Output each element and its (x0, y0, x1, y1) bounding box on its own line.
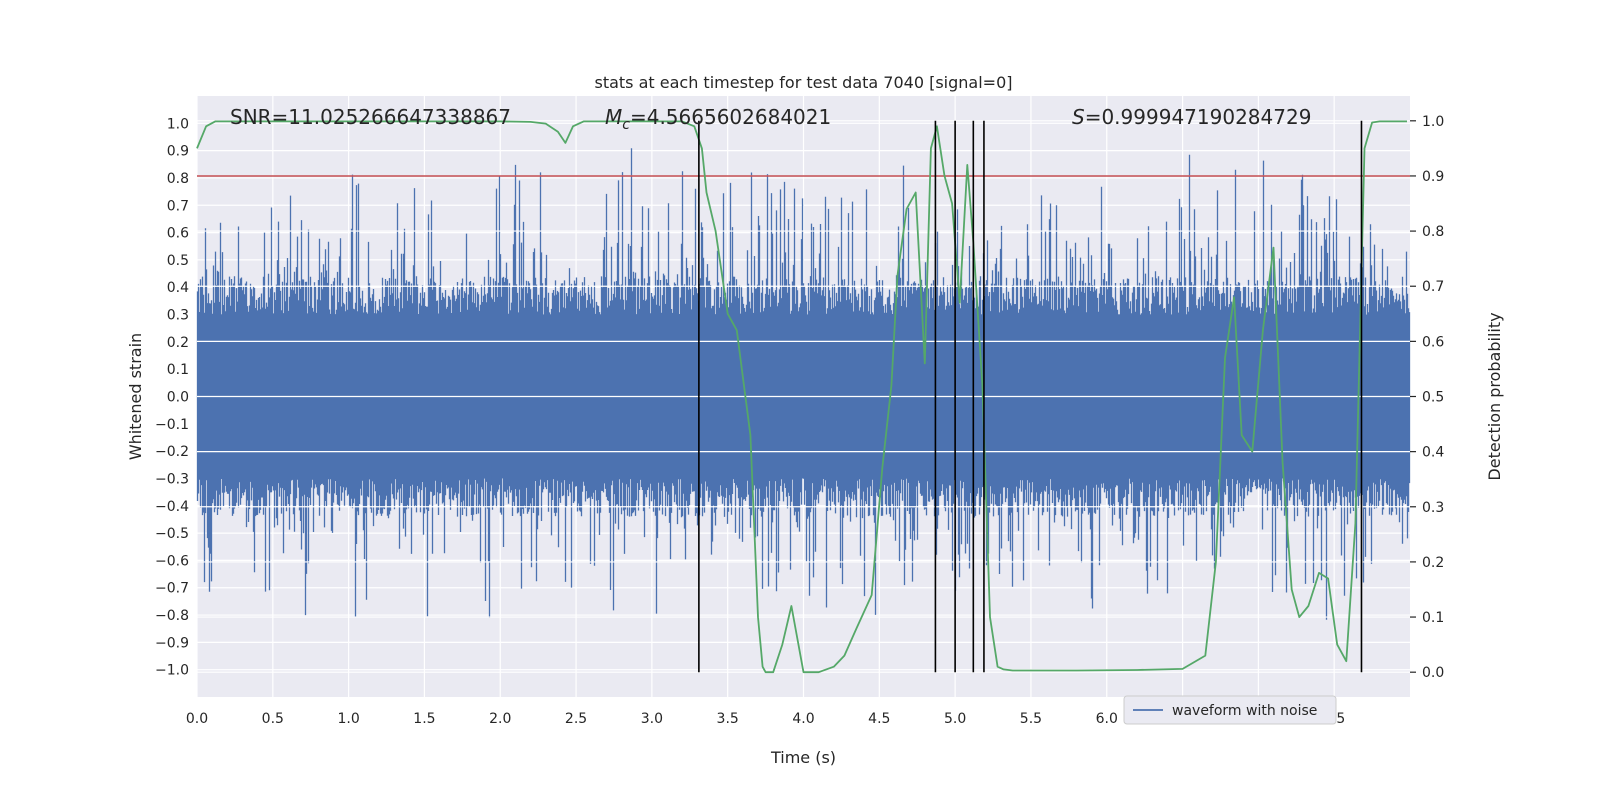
x-tick-label: 2.5 (565, 711, 587, 727)
x-tick-label: 4.0 (792, 711, 814, 727)
x-tick-label: 5.5 (1020, 711, 1042, 727)
y-tick-label: −1.0 (155, 663, 189, 679)
y-tick-label: −0.5 (155, 526, 189, 542)
y-tick-label: 0.5 (167, 253, 189, 269)
y-axis-label: Whitened strain (126, 333, 145, 460)
y2-tick-label: 0.1 (1422, 610, 1444, 626)
y-tick-label: 0.1 (167, 362, 189, 378)
y-tick-label: 0.8 (167, 171, 189, 187)
snr-annotation: SNR=11.025266647338867 (230, 105, 511, 129)
y-tick-label: −0.6 (155, 553, 189, 569)
y-tick-label: −0.8 (155, 608, 189, 624)
y-tick-label: −0.1 (155, 417, 189, 433)
y2-tick-label: 1.0 (1422, 114, 1444, 130)
y-tick-label: 0.9 (167, 144, 189, 160)
x-tick-label: 1.5 (413, 711, 435, 727)
x-tick-label: 4.5 (868, 711, 890, 727)
x-tick-label: 3.5 (717, 711, 739, 727)
y-tick-label: 0.7 (167, 198, 189, 214)
x-tick-label: 6.0 (1096, 711, 1118, 727)
x-tick-label: 2.0 (489, 711, 511, 727)
mc-subscript: c (622, 117, 630, 133)
y2-axis-label: Detection probability (1485, 312, 1504, 480)
x-tick-label: 0.0 (186, 711, 208, 727)
x-tick-label: 1.0 (337, 711, 359, 727)
s-annotation: S=0.999947190284729 (1072, 105, 1311, 129)
x-tick-label: 0.5 (262, 711, 284, 727)
chirp-mass-annotation: Mc=4.5665602684021 (605, 105, 831, 133)
y-axis-ticks: 1.0 0.9 0.8 0.7 0.6 0.5 0.4 0.3 0.2 0.1 0.0 −0.1 −0.… (155, 116, 189, 678)
y2-tick-label: 0.3 (1422, 500, 1444, 516)
y-tick-label: −0.4 (155, 499, 189, 515)
s-value: =0.999947190284729 (1085, 105, 1312, 129)
y-tick-label: −0.7 (155, 581, 189, 597)
detection-probability-line (196, 120, 1407, 674)
y2-tick-label: 0.4 (1422, 445, 1444, 461)
y2-tick-label: 0.2 (1422, 555, 1444, 571)
event-markers (698, 120, 1363, 673)
legend-box (1123, 695, 1337, 725)
y2-tick-label: 0.0 (1422, 665, 1444, 681)
legend: waveform with noise (1123, 695, 1337, 725)
y2-tick-label: 0.7 (1422, 279, 1444, 295)
y2-tick-label: 0.5 (1422, 390, 1444, 406)
y2-tick-label: 0.9 (1422, 169, 1444, 185)
mc-value: =4.5665602684021 (630, 105, 831, 129)
mc-symbol: M (605, 105, 622, 129)
y2-tick-label: 0.6 (1422, 334, 1444, 350)
y-tick-label: 0.3 (167, 308, 189, 324)
y-tick-label: −0.9 (155, 635, 189, 651)
y-tick-label: −0.2 (155, 444, 189, 460)
y2-axis-ticks: 1.0 0.9 0.8 0.7 0.6 0.5 0.4 0.3 0.2 0.1 0.0 (1410, 114, 1444, 681)
y-tick-label: −0.3 (155, 471, 189, 487)
y2-tick-label: 0.8 (1422, 224, 1444, 240)
y-tick-label: 0.4 (167, 280, 189, 296)
chart-title: stats at each timestep for test data 704… (594, 73, 1012, 92)
x-tick-label: 5.0 (944, 711, 966, 727)
x-axis-label: Time (s) (770, 748, 836, 767)
y-tick-label: 0.0 (167, 390, 189, 406)
legend-label-waveform: waveform with noise (1172, 703, 1317, 719)
s-symbol: S (1072, 105, 1085, 129)
y-tick-label: 0.6 (167, 226, 189, 242)
x-tick-label: 3.0 (641, 711, 663, 727)
y-tick-label: 1.0 (167, 116, 189, 132)
y-tick-label: 0.2 (167, 335, 189, 351)
